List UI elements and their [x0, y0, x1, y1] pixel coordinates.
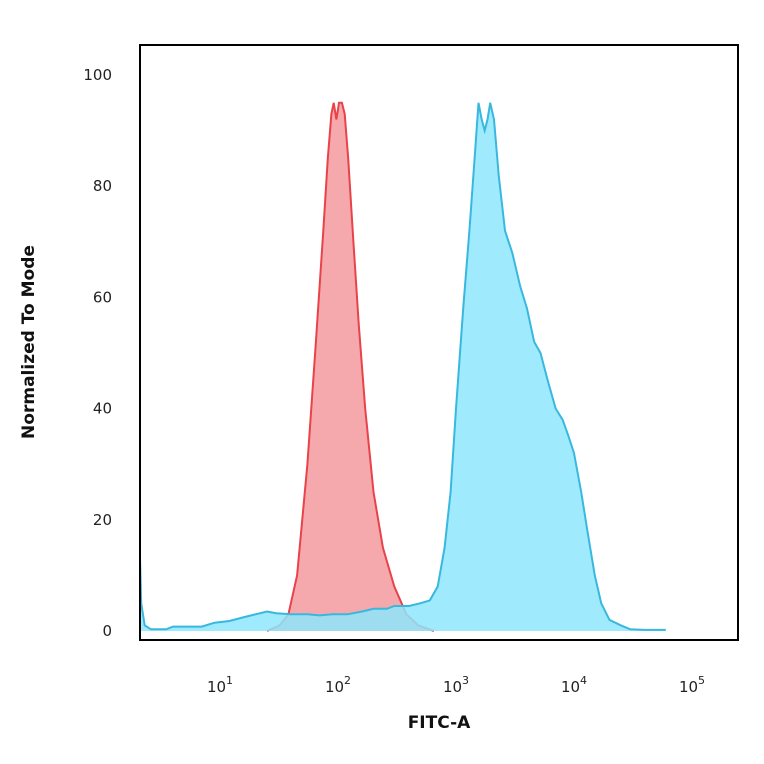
- series-layer: [140, 101, 666, 632]
- plot-frame: [139, 44, 739, 641]
- y-tick-label: 20: [93, 511, 112, 529]
- series-2-line: [140, 102, 666, 631]
- series-2-fill: [140, 102, 666, 631]
- series-1-fill: [267, 102, 434, 632]
- y-tick-label: 80: [93, 177, 112, 195]
- y-tick-label: 0: [102, 622, 112, 640]
- plot-background: [140, 45, 738, 640]
- y-tick-label: 100: [83, 66, 112, 84]
- x-axis-ticks: 101 102 103 104 105: [207, 674, 705, 696]
- x-tick-label: 103: [443, 674, 469, 696]
- x-tick-label: 104: [561, 674, 587, 696]
- plot-area: [139, 44, 739, 641]
- series-1-line: [266, 101, 435, 632]
- x-tick-label: 102: [325, 674, 351, 696]
- x-axis-title: FITC-A: [408, 713, 471, 733]
- y-axis-title: Normalized To Mode: [19, 245, 39, 439]
- y-axis-ticks: 0 20 40 60 80 100: [83, 66, 112, 640]
- x-tick-label: 101: [207, 674, 233, 696]
- x-tick-label: 105: [679, 674, 705, 696]
- y-tick-label: 60: [93, 288, 112, 306]
- y-tick-label: 40: [93, 400, 112, 418]
